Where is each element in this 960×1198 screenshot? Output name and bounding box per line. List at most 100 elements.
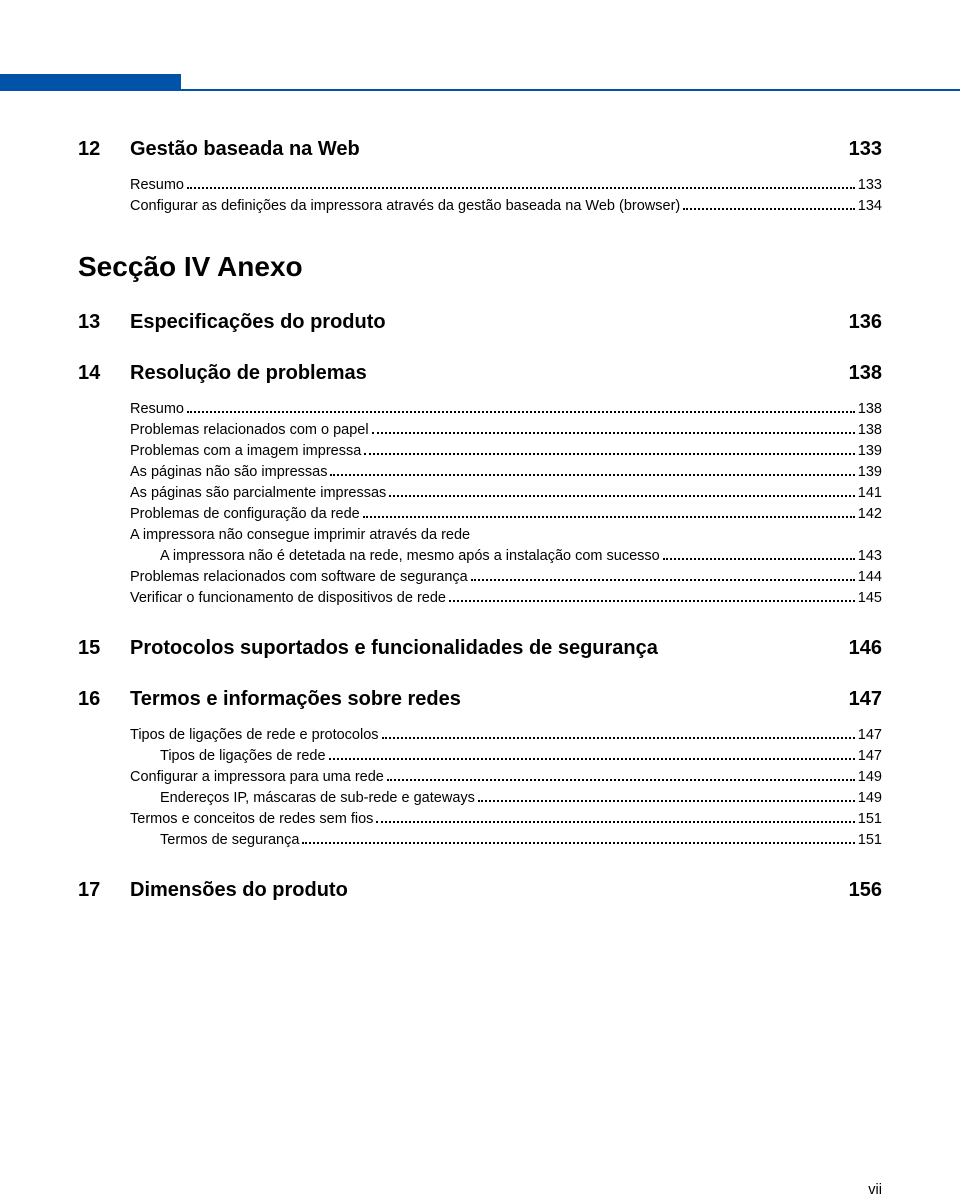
toc-label: Termos e conceitos de redes sem fios (130, 809, 373, 830)
toc-leader (389, 495, 855, 497)
chapter-page: 147 (839, 688, 882, 711)
toc-leader (363, 516, 855, 518)
toc-page: 147 (858, 725, 882, 746)
header-rule-thick (0, 74, 181, 89)
chapter-page: 146 (839, 637, 882, 660)
chapter-row-17: 17 Dimensões do produto 156 (78, 879, 882, 902)
toc-entry: As páginas são parcialmente impressas 14… (78, 483, 882, 504)
toc-label: A impressora não consegue imprimir atrav… (130, 527, 470, 543)
chapter-page: 136 (839, 311, 882, 334)
toc-leader (449, 600, 855, 602)
toc-entry: Tipos de ligações de rede 147 (78, 746, 882, 767)
toc-label: Problemas relacionados com o papel (130, 420, 369, 441)
toc-label: As páginas não são impressas (130, 462, 327, 483)
header-rule-thin (0, 89, 960, 91)
toc-entry: Configurar as definições da impressora a… (78, 196, 882, 217)
toc-label: Endereços IP, máscaras de sub-rede e gat… (160, 788, 475, 809)
toc-page: 133 (858, 175, 882, 196)
chapter-page: 138 (839, 362, 882, 385)
chapter-title: Protocolos suportados e funcionalidades … (130, 637, 839, 660)
toc-page: 145 (858, 588, 882, 609)
toc-page: 149 (858, 767, 882, 788)
toc-label: Resumo (130, 399, 184, 420)
toc-entry: Problemas relacionados com o papel 138 (78, 420, 882, 441)
chapter-num: 14 (78, 362, 130, 385)
toc-entry: Termos de segurança 151 (78, 830, 882, 851)
chapter-title: Termos e informações sobre redes (130, 688, 839, 711)
header-rule (0, 74, 960, 91)
toc-label: Problemas de configuração da rede (130, 504, 360, 525)
chapter-page: 156 (839, 879, 882, 902)
toc-page: 142 (858, 504, 882, 525)
toc-entry: Resumo 133 (78, 175, 882, 196)
toc-label: Verificar o funcionamento de dispositivo… (130, 588, 446, 609)
toc-page: 139 (858, 462, 882, 483)
toc-label: Problemas relacionados com software de s… (130, 567, 468, 588)
toc-entry: As páginas não são impressas 139 (78, 462, 882, 483)
toc-page: 151 (858, 830, 882, 851)
toc-page: 144 (858, 567, 882, 588)
toc-block-12: Resumo 133 Configurar as definições da i… (78, 175, 882, 217)
toc-leader (387, 779, 855, 781)
section-heading: Secção IV Anexo (78, 251, 882, 283)
chapter-row-14: 14 Resolução de problemas 138 (78, 362, 882, 385)
toc-page: 147 (858, 746, 882, 767)
chapter-title: Especificações do produto (130, 311, 839, 334)
chapter-title: Gestão baseada na Web (130, 138, 839, 161)
toc-label: A impressora não é detetada na rede, mes… (160, 546, 660, 567)
chapter-num: 16 (78, 688, 130, 711)
toc-page: 143 (858, 546, 882, 567)
toc-entry: Problemas com a imagem impressa 139 (78, 441, 882, 462)
toc-page: 138 (858, 420, 882, 441)
toc-label: As páginas são parcialmente impressas (130, 483, 386, 504)
toc-block-16: Tipos de ligações de rede e protocolos 1… (78, 725, 882, 851)
toc-entry: Problemas relacionados com software de s… (78, 567, 882, 588)
chapter-num: 13 (78, 311, 130, 334)
toc-page: 138 (858, 399, 882, 420)
chapter-num: 12 (78, 138, 130, 161)
toc-label: Termos de segurança (160, 830, 299, 851)
toc-leader (471, 579, 855, 581)
toc-entry: Configurar a impressora para uma rede 14… (78, 767, 882, 788)
toc-leader (683, 208, 855, 210)
toc-entry: Termos e conceitos de redes sem fios 151 (78, 809, 882, 830)
chapter-num: 15 (78, 637, 130, 660)
toc-label: Configurar as definições da impressora a… (130, 196, 680, 217)
footer-page-number: vii (78, 902, 882, 1198)
chapter-page: 133 (839, 138, 882, 161)
chapter-num: 17 (78, 879, 130, 902)
toc-entry: Tipos de ligações de rede e protocolos 1… (78, 725, 882, 746)
toc-leader (376, 821, 854, 823)
toc-leader (382, 737, 855, 739)
toc-entry-wrap-line1: A impressora não consegue imprimir atrav… (78, 525, 882, 546)
toc-entry: Resumo 138 (78, 399, 882, 420)
chapter-row-12: 12 Gestão baseada na Web 133 (78, 138, 882, 161)
toc-page: 141 (858, 483, 882, 504)
toc-entry-wrap-line2: A impressora não é detetada na rede, mes… (78, 546, 882, 567)
toc-block-14: Resumo 138 Problemas relacionados com o … (78, 399, 882, 609)
chapter-row-13: 13 Especificações do produto 136 (78, 311, 882, 334)
toc-entry: Problemas de configuração da rede 142 (78, 504, 882, 525)
toc-page: 151 (858, 809, 882, 830)
toc-label: Tipos de ligações de rede e protocolos (130, 725, 379, 746)
chapter-row-15: 15 Protocolos suportados e funcionalidad… (78, 637, 882, 660)
toc-leader (364, 453, 855, 455)
toc-page: 134 (858, 196, 882, 217)
toc-label: Configurar a impressora para uma rede (130, 767, 384, 788)
toc-entry: Endereços IP, máscaras de sub-rede e gat… (78, 788, 882, 809)
toc-entry: Verificar o funcionamento de dispositivo… (78, 588, 882, 609)
toc-page: 139 (858, 441, 882, 462)
toc-leader (329, 758, 855, 760)
toc-label: Resumo (130, 175, 184, 196)
chapter-row-16: 16 Termos e informações sobre redes 147 (78, 688, 882, 711)
toc-label: Tipos de ligações de rede (160, 746, 326, 767)
toc-label: Problemas com a imagem impressa (130, 441, 361, 462)
toc-leader (187, 187, 855, 189)
toc-leader (330, 474, 854, 476)
toc-page: 149 (858, 788, 882, 809)
toc-leader (302, 842, 854, 844)
chapter-title: Resolução de problemas (130, 362, 839, 385)
toc-leader (663, 558, 855, 560)
toc-leader (478, 800, 855, 802)
chapter-title: Dimensões do produto (130, 879, 839, 902)
